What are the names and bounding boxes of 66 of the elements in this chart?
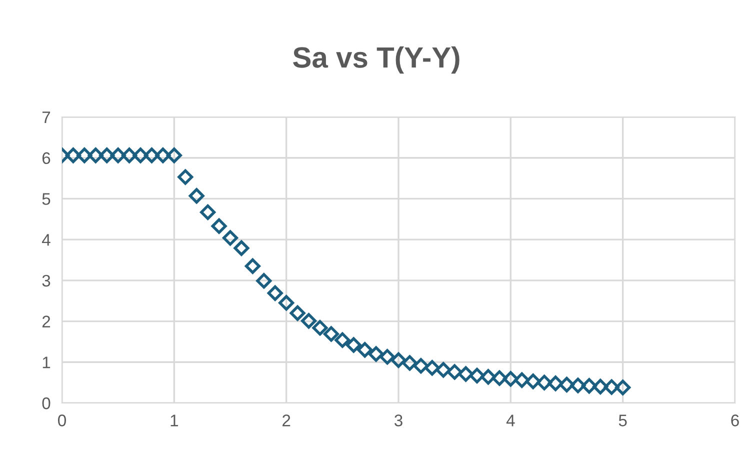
- chart-title: Sa vs T(Y-Y): [293, 46, 460, 74]
- point: [222, 230, 238, 246]
- y-tick-label: 1: [42, 356, 50, 368]
- point: [290, 305, 306, 321]
- point: [234, 240, 250, 256]
- point: [323, 326, 339, 342]
- point: [536, 374, 552, 390]
- point: [558, 376, 575, 392]
- x-tick-label: 2: [282, 414, 290, 426]
- point: [312, 320, 328, 336]
- point: [446, 364, 462, 380]
- point: [256, 273, 272, 289]
- x-tick-label: 4: [506, 414, 515, 426]
- point: [346, 337, 362, 353]
- point: [144, 148, 160, 164]
- point: [424, 360, 440, 376]
- point: [502, 371, 518, 387]
- y-tick-label: 6: [42, 152, 50, 164]
- point: [334, 332, 350, 348]
- point: [166, 148, 182, 164]
- point: [132, 148, 148, 164]
- point: [469, 368, 485, 384]
- point: [592, 378, 608, 394]
- point: [244, 258, 260, 274]
- point: [525, 374, 541, 390]
- point: [480, 369, 496, 385]
- point: [492, 370, 508, 386]
- point: [413, 358, 429, 374]
- point: [155, 148, 171, 164]
- point: [548, 376, 564, 392]
- point: [178, 169, 194, 185]
- point: [615, 380, 631, 396]
- point: [300, 313, 317, 329]
- point: [368, 346, 384, 362]
- x-tick-label: 6: [731, 414, 739, 426]
- point: [122, 148, 138, 164]
- point: [200, 204, 216, 220]
- x-tick-label: 1: [170, 414, 178, 426]
- point: [267, 285, 283, 301]
- y-tick-label: 0: [42, 397, 50, 410]
- point: [211, 218, 227, 234]
- y-tick-label: 4: [42, 234, 50, 246]
- y-tick-label: 3: [42, 274, 50, 287]
- point: [357, 342, 373, 358]
- point: [88, 148, 104, 164]
- point: [390, 352, 406, 368]
- point: [380, 349, 396, 365]
- point: [458, 366, 474, 382]
- point: [99, 148, 115, 164]
- point: [76, 148, 92, 164]
- y-tick-label: 7: [42, 112, 50, 124]
- point: [436, 362, 452, 378]
- point: [402, 355, 418, 371]
- point: [65, 148, 81, 164]
- x-tick-label: 5: [618, 414, 627, 426]
- point: [604, 379, 620, 395]
- x-tick-label: 0: [58, 414, 66, 426]
- point: [570, 378, 586, 394]
- x-tick-label: 3: [394, 414, 402, 426]
- y-tick-label: 5: [42, 193, 50, 205]
- point: [110, 148, 126, 164]
- point: [188, 188, 204, 204]
- point: [514, 372, 530, 388]
- y-tick-label: 2: [42, 316, 50, 328]
- point: [278, 295, 294, 311]
- point: [581, 378, 597, 394]
